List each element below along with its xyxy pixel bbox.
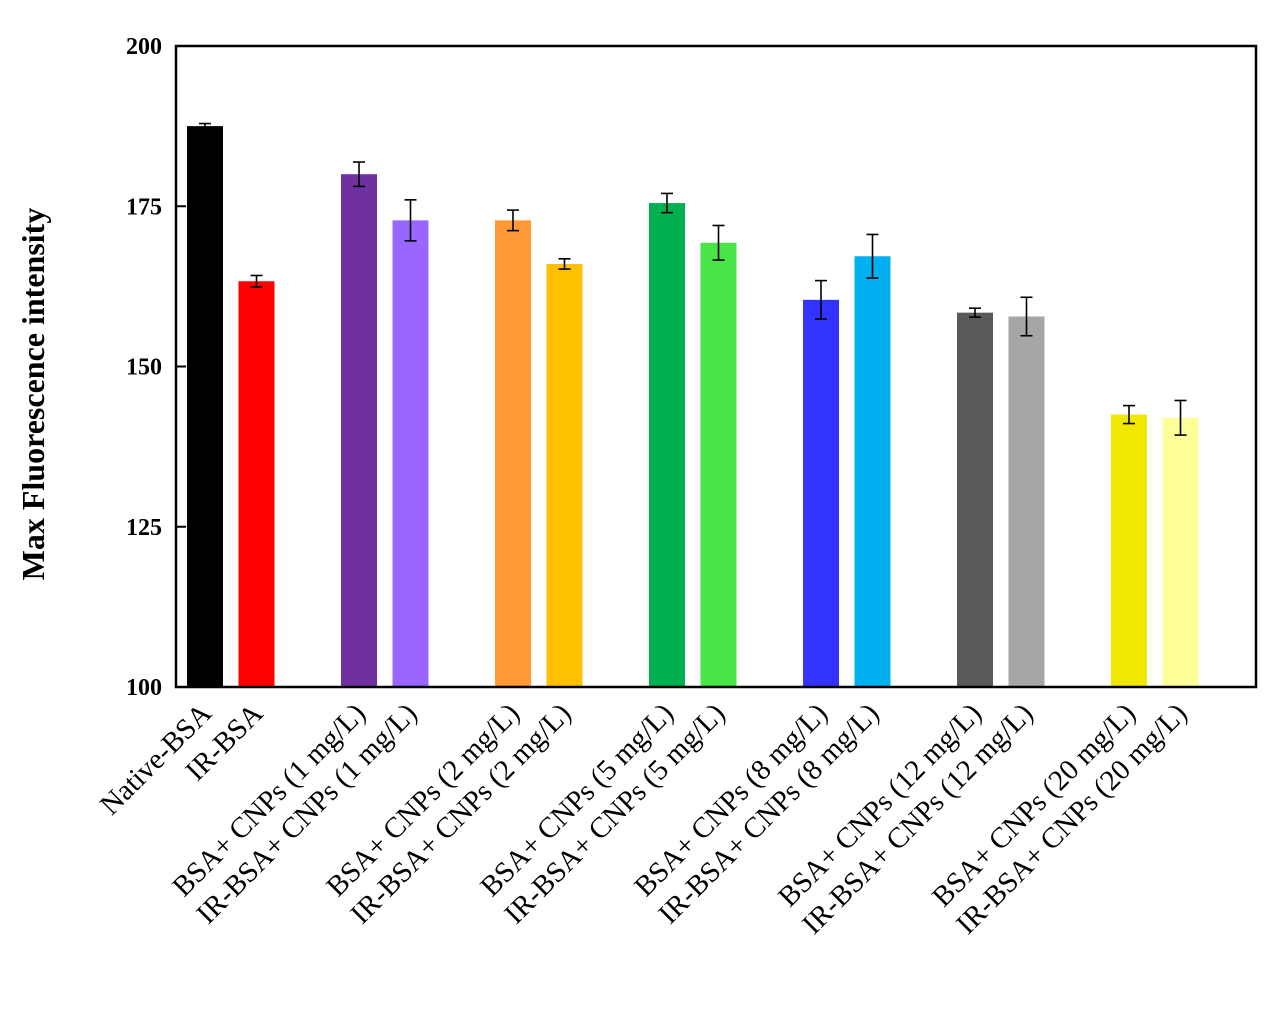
bar bbox=[957, 312, 993, 687]
error-bars-group bbox=[199, 122, 1187, 436]
y-axis-label-group: Max Fluorescence intensity bbox=[15, 208, 51, 581]
plot-area-frame bbox=[174, 44, 1258, 689]
y-axis-ticks: 100 125 150 175 200 bbox=[126, 34, 186, 701]
bars-group bbox=[187, 126, 1199, 688]
bar bbox=[854, 256, 891, 687]
y-tick-label: 100 bbox=[126, 675, 162, 701]
bar bbox=[238, 281, 275, 687]
y-tick-label: 150 bbox=[126, 355, 162, 381]
bar bbox=[700, 242, 737, 688]
y-tick-label: 200 bbox=[126, 34, 162, 60]
bar bbox=[546, 263, 583, 687]
bar bbox=[1008, 316, 1045, 687]
y-axis-label: Max Fluorescence intensity bbox=[15, 208, 51, 581]
bar bbox=[649, 203, 685, 688]
bar bbox=[392, 220, 429, 688]
bar bbox=[187, 126, 223, 687]
bar bbox=[1162, 417, 1199, 687]
bar bbox=[803, 299, 839, 687]
y-tick-label: 125 bbox=[126, 515, 162, 541]
bar bbox=[1111, 414, 1147, 687]
bar bbox=[341, 174, 377, 687]
y-tick-label: 175 bbox=[126, 194, 162, 220]
bar bbox=[495, 220, 531, 688]
